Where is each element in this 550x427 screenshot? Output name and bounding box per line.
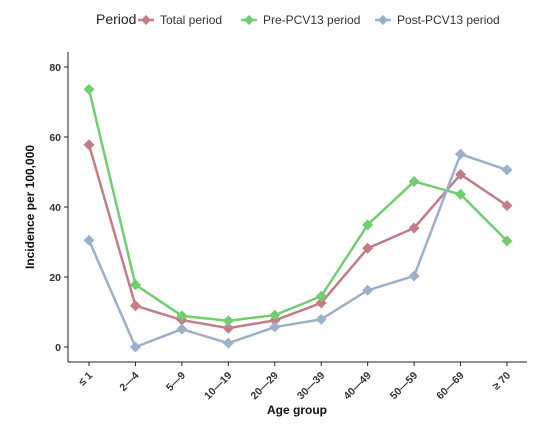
y-tick-label: 80 xyxy=(49,62,61,74)
x-tick-label: 2—4 xyxy=(117,370,141,394)
data-point xyxy=(455,148,467,160)
legend-label: Post-PCV13 period xyxy=(397,13,500,27)
data-point xyxy=(501,200,513,212)
data-point xyxy=(129,279,141,291)
data-point xyxy=(408,175,420,187)
series-line xyxy=(87,89,508,322)
data-point xyxy=(362,242,374,254)
x-tick-label: ≤ 1 xyxy=(76,370,95,389)
legend: Period Total period Pre-PCV13 period Post-… xyxy=(96,11,500,27)
x-tick-label: 30—39 xyxy=(295,370,328,403)
x-tick-label: 5—9 xyxy=(164,370,188,394)
legend-marker xyxy=(244,15,254,25)
data-point xyxy=(362,284,374,296)
data-point xyxy=(455,188,467,200)
series-layer xyxy=(83,83,513,353)
data-point xyxy=(83,83,95,95)
x-tick-label: 10—19 xyxy=(202,370,235,403)
series-pre-pcv13-period xyxy=(83,83,513,327)
series-line xyxy=(87,144,508,330)
data-point xyxy=(269,309,281,321)
x-tick-label: 60—69 xyxy=(434,370,467,403)
data-point xyxy=(129,300,141,312)
legend-label: Pre-PCV13 period xyxy=(263,13,360,27)
data-point xyxy=(315,290,327,302)
y-tick-label: 0 xyxy=(55,342,61,354)
legend-item-post-pcv13-period: Post-PCV13 period xyxy=(375,13,500,27)
y-axis-title: Incidence per 100,000 xyxy=(23,145,37,269)
x-tick-label: 40—49 xyxy=(341,370,374,403)
data-point xyxy=(222,322,234,334)
data-point xyxy=(83,234,95,246)
series-post-pcv13-period xyxy=(83,148,513,353)
data-point xyxy=(222,315,234,327)
x-tick-label: 20—29 xyxy=(248,370,281,403)
legend-marker xyxy=(141,15,151,25)
x-tick-label: 50—59 xyxy=(388,370,421,403)
y-tick-label: 60 xyxy=(49,132,61,144)
data-point xyxy=(315,313,327,325)
x-ticks: ≤ 1 2—4 5—9 10—19 20—29 30—39 40—49 50—59 60—69 ≥… xyxy=(76,362,513,402)
data-point xyxy=(315,297,327,309)
legend-item-total-period: Total period xyxy=(138,13,222,27)
x-tick-label: ≥ 70 xyxy=(490,370,513,393)
data-point xyxy=(501,235,513,247)
series-line xyxy=(87,152,508,349)
legend-title: Period xyxy=(96,11,136,27)
legend-item-pre-pcv13-period: Pre-PCV13 period xyxy=(241,13,360,27)
data-point xyxy=(362,219,374,231)
legend-label: Total period xyxy=(160,13,222,27)
x-axis-title: Age group xyxy=(267,403,327,417)
legend-marker xyxy=(378,15,388,25)
y-ticks: 0 20 40 60 80 xyxy=(49,62,68,354)
data-point xyxy=(83,139,95,151)
data-point xyxy=(176,323,188,335)
data-point xyxy=(269,321,281,333)
data-point xyxy=(408,222,420,234)
data-point xyxy=(176,310,188,322)
y-tick-label: 40 xyxy=(49,202,61,214)
data-point xyxy=(129,341,141,353)
data-point xyxy=(455,168,467,180)
data-point xyxy=(408,270,420,282)
data-point xyxy=(501,164,513,176)
data-point xyxy=(222,337,234,349)
y-tick-label: 20 xyxy=(49,272,61,284)
